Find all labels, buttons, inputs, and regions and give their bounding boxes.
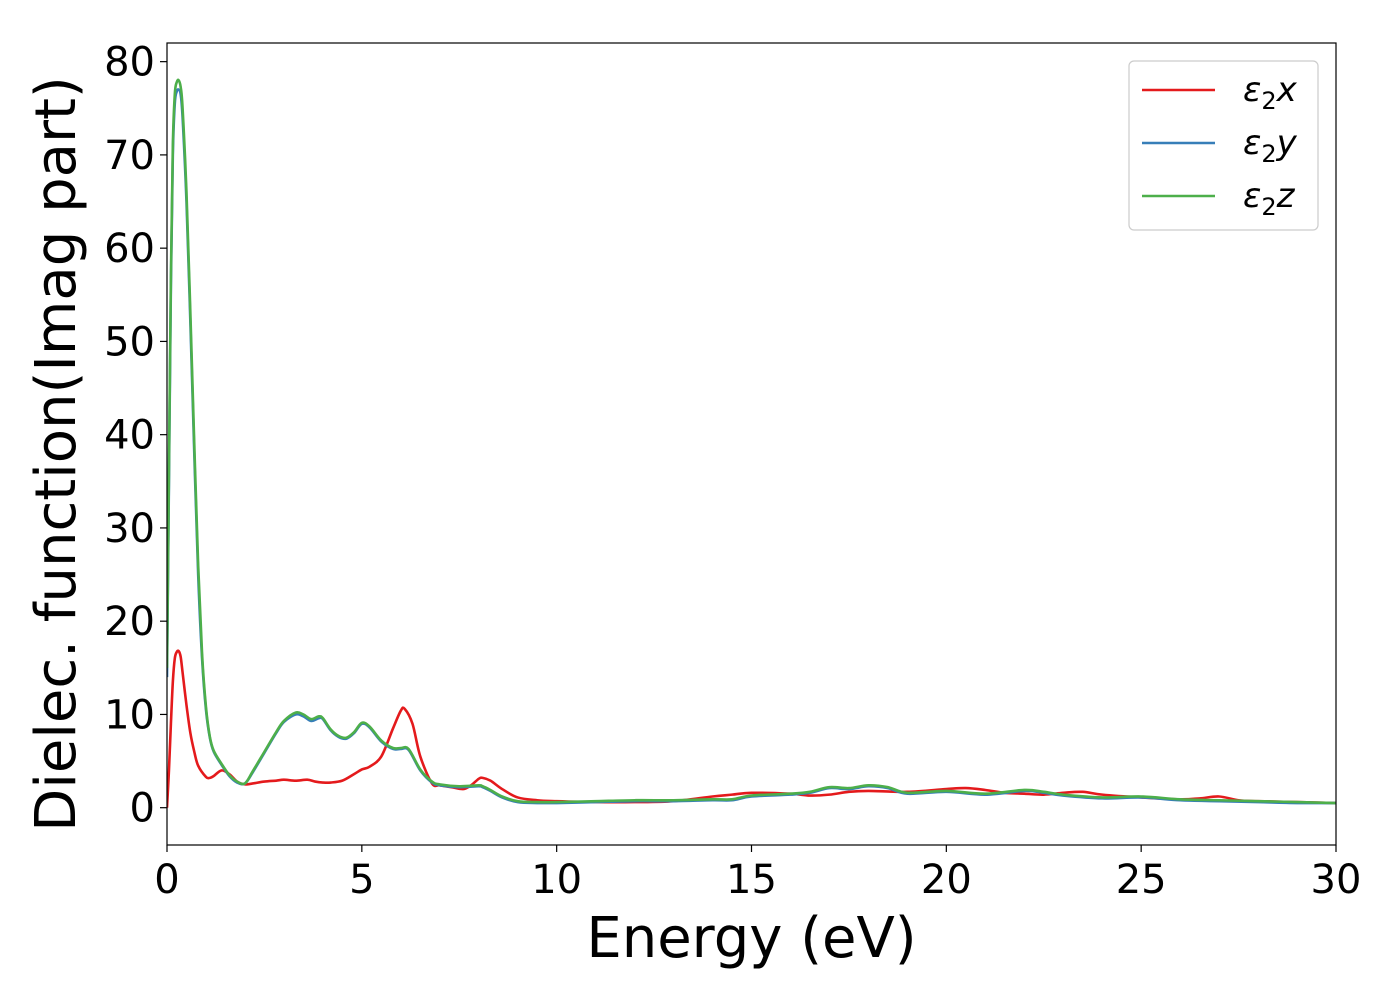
y-tick-label: 70 xyxy=(104,133,155,179)
legend-subscript: 2 xyxy=(1261,193,1276,221)
x-tick-label: 0 xyxy=(154,857,179,903)
x-axis-title: Energy (eV) xyxy=(586,906,916,971)
y-axis-title: Dielec. function(Imag part) xyxy=(24,76,89,832)
legend-symbol: ε xyxy=(1243,70,1261,110)
series-line-z xyxy=(167,78,1336,805)
series-layer xyxy=(167,78,1336,808)
legend-component: y xyxy=(1276,123,1298,163)
x-tick-label: 25 xyxy=(1116,857,1167,903)
legend-component: z xyxy=(1276,176,1296,216)
x-tick-label: 30 xyxy=(1311,857,1362,903)
x-tick-label: 10 xyxy=(531,857,582,903)
legend-symbol: ε xyxy=(1243,123,1261,163)
y-tick-label: 60 xyxy=(104,226,155,272)
legend-component: x xyxy=(1276,70,1298,110)
legend-subscript: 2 xyxy=(1261,140,1276,168)
x-axis-ticks: 0 5 10 15 20 25 30 xyxy=(154,845,1361,903)
legend-symbol: ε xyxy=(1243,176,1261,216)
legend-subscript: 2 xyxy=(1261,87,1276,115)
x-tick-label: 15 xyxy=(726,857,777,903)
y-tick-label: 50 xyxy=(104,319,155,365)
legend-entry-y: ε2y xyxy=(1243,123,1298,168)
y-tick-label: 20 xyxy=(104,599,155,645)
y-tick-label: 80 xyxy=(104,40,155,86)
y-tick-label: 0 xyxy=(130,786,155,832)
legend-entry-z: ε2z xyxy=(1243,176,1296,221)
x-tick-label: 20 xyxy=(921,857,972,903)
y-tick-label: 40 xyxy=(104,413,155,459)
y-tick-label: 30 xyxy=(104,506,155,552)
legend-entry-x: ε2x xyxy=(1243,70,1298,115)
series-line-x xyxy=(167,649,1336,808)
x-tick-label: 5 xyxy=(349,857,374,903)
y-tick-label: 10 xyxy=(104,692,155,738)
legend-box xyxy=(1128,60,1319,231)
y-axis-ticks: 0 10 20 30 40 50 60 70 80 xyxy=(104,40,167,832)
